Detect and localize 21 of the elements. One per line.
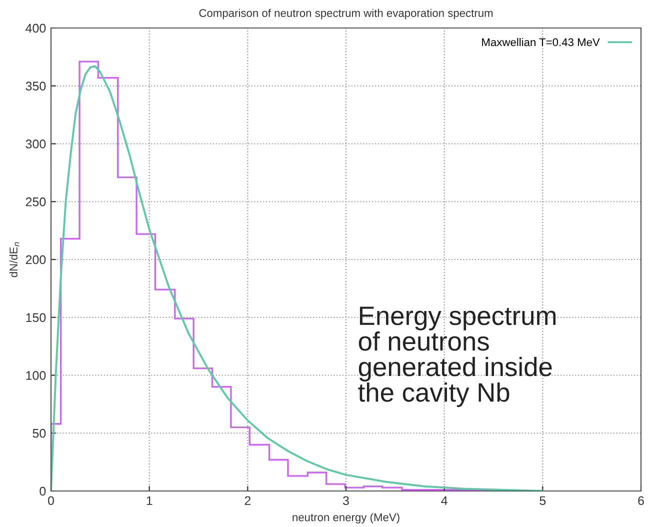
x-tick-label: 2 [244,496,251,505]
y-tick-label: 300 [26,140,46,148]
y-tick-label: 100 [26,371,46,380]
x-tick-label: 6 [638,496,644,506]
y-axis-title: dN/dE$_{n}$ [9,242,20,278]
x-tick-label: 0 [48,496,54,506]
y-tick-label: 0 [40,486,46,496]
annotation: Energy spectrum of neutrons generated inside the cavity Nb [358,306,556,408]
y-tick-label: 150 [26,313,46,322]
y-tick-label: 400 [26,24,46,33]
x-tick-label: 4 [441,496,448,505]
x-tick-label: 5 [540,496,546,506]
legend-label: Maxwellian T=0.43 MeV [482,38,600,46]
x-tick-label: 3 [343,496,349,506]
y-tick-label: 250 [26,197,46,206]
y-tick-label: 200 [26,255,46,264]
y-tick-label: 350 [26,82,46,91]
chart-title: Comparison of neutron spectrum with evaporation spectrum [199,8,493,20]
x-axis-title: neutron energy (MeV) [292,513,400,524]
y-tick-label: 50 [32,428,46,438]
x-tick-label: 1 [146,496,152,505]
